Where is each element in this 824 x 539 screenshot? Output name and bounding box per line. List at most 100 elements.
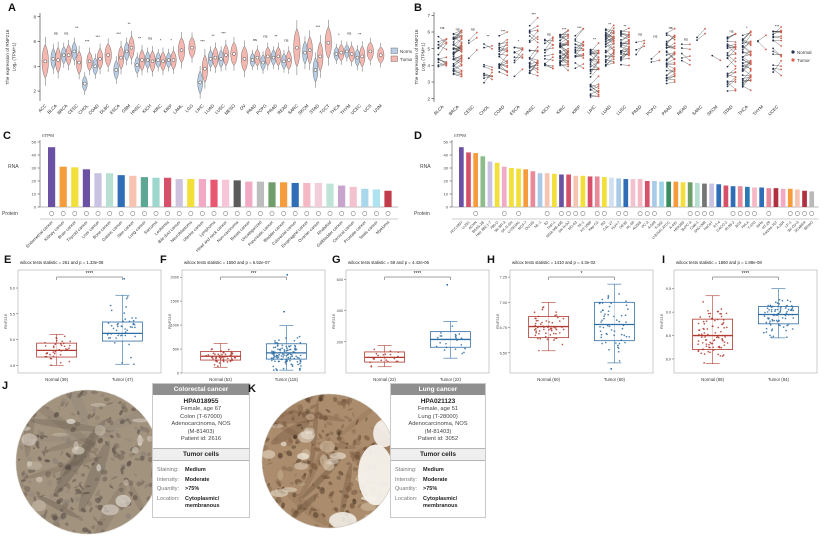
svg-text:ACC: ACC bbox=[37, 103, 47, 113]
svg-text:ns: ns bbox=[440, 26, 444, 30]
svg-text:50: 50 bbox=[444, 140, 449, 145]
svg-text:UCS: UCS bbox=[362, 103, 372, 113]
svg-text:0: 0 bbox=[446, 205, 449, 210]
svg-text:GBM: GBM bbox=[121, 103, 132, 114]
svg-text:STAD: STAD bbox=[722, 104, 734, 116]
svg-text:PRAD: PRAD bbox=[661, 104, 673, 116]
svg-text:***: *** bbox=[200, 39, 205, 43]
svg-text:5.0: 5.0 bbox=[10, 338, 15, 342]
svg-text:CESC: CESC bbox=[67, 103, 79, 115]
svg-text:PAAD: PAAD bbox=[245, 103, 257, 115]
svg-text:9.0: 9.0 bbox=[666, 311, 671, 315]
svg-text:***: *** bbox=[775, 24, 780, 28]
svg-text:HNSC: HNSC bbox=[129, 103, 141, 115]
panel-label-j: J bbox=[2, 380, 9, 392]
staining-fields: Staining: Medium Intensity: Moderate Quant… bbox=[153, 461, 249, 517]
svg-text:LIHC: LIHC bbox=[194, 103, 205, 114]
box-plot-panel-h: wilcox tests statistic = 1410 and p = 4.… bbox=[495, 260, 654, 382]
svg-text:4.5: 4.5 bbox=[10, 364, 15, 368]
svg-text:**: ** bbox=[593, 38, 596, 42]
svg-text:THP-1: THP-1 bbox=[546, 220, 556, 230]
svg-text:Caki-1: Caki-1 bbox=[689, 220, 699, 230]
diagnosis-info: Adenocarcinoma, NOS bbox=[408, 421, 468, 428]
svg-text:Tumor (47): Tumor (47) bbox=[112, 377, 134, 382]
svg-text:MESO: MESO bbox=[223, 103, 236, 116]
svg-text:ns: ns bbox=[263, 35, 267, 39]
svg-text:STAD: STAD bbox=[308, 103, 320, 115]
svg-text:8.5: 8.5 bbox=[666, 334, 671, 338]
violin-plot-panel-a: 2 4 6 8 The expression of RNF216 Log₂ (TPM+1)… bbox=[5, 13, 412, 116]
svg-text:KIRC: KIRC bbox=[555, 104, 566, 115]
svg-text:6.75: 6.75 bbox=[500, 326, 507, 330]
svg-text:***: *** bbox=[316, 25, 321, 29]
svg-text:*: * bbox=[746, 26, 748, 30]
svg-text:Normal (88): Normal (88) bbox=[701, 377, 724, 382]
svg-text:7.00: 7.00 bbox=[500, 301, 507, 305]
svg-text:THCA: THCA bbox=[737, 104, 749, 116]
box-plot-panel-i: wilcox tests statistic = 1860 and p = 1.… bbox=[659, 260, 818, 382]
svg-text:*: * bbox=[160, 38, 162, 42]
svg-text:SARC: SARC bbox=[691, 104, 703, 116]
svg-text:ns: ns bbox=[471, 28, 475, 32]
patient-id: Patient id: 3052 bbox=[417, 436, 459, 443]
svg-text:PAAD: PAAD bbox=[631, 104, 643, 116]
svg-text:KIRP: KIRP bbox=[571, 104, 582, 115]
svg-text:ns: ns bbox=[729, 29, 733, 33]
svg-text:THYM: THYM bbox=[339, 103, 352, 116]
svg-text:30: 30 bbox=[444, 166, 449, 171]
svg-text:LUAD: LUAD bbox=[600, 104, 612, 116]
svg-text:**: ** bbox=[358, 33, 361, 37]
svg-text:ESCA: ESCA bbox=[509, 104, 521, 116]
svg-text:THYM: THYM bbox=[752, 104, 765, 117]
svg-text:ns: ns bbox=[347, 32, 351, 36]
svg-text:**: ** bbox=[274, 35, 277, 39]
field-value: Medium bbox=[185, 466, 206, 473]
svg-text:***: *** bbox=[577, 26, 582, 30]
svg-text:nTPM: nTPM bbox=[454, 133, 466, 138]
svg-text:****: **** bbox=[86, 271, 94, 277]
svg-text:20: 20 bbox=[444, 179, 449, 184]
svg-text:10: 10 bbox=[32, 192, 37, 197]
svg-text:COAD: COAD bbox=[87, 103, 100, 116]
field-value: Moderate bbox=[185, 476, 210, 483]
svg-text:wilcox tests statistic = 261 a: wilcox tests statistic = 261 and p = 1.3… bbox=[20, 260, 104, 265]
patient-id: Patient id: 2616 bbox=[180, 436, 222, 443]
svg-text:***: *** bbox=[95, 35, 100, 39]
svg-text:BLCA: BLCA bbox=[46, 103, 58, 115]
panel-label-e: E bbox=[4, 254, 12, 266]
field-value: Cytoplasmic/ membranous bbox=[423, 496, 458, 510]
svg-text:LIHC: LIHC bbox=[586, 104, 597, 115]
svg-text:A-431: A-431 bbox=[668, 220, 678, 230]
svg-text:OV: OV bbox=[239, 103, 247, 111]
svg-text:ns: ns bbox=[284, 38, 288, 42]
field-label: Quantity: bbox=[395, 486, 418, 493]
svg-text:Normal: Normal bbox=[400, 49, 412, 54]
tissue-info: Colon (T-67000) bbox=[180, 413, 222, 420]
svg-text:10: 10 bbox=[444, 192, 449, 197]
svg-text:ns: ns bbox=[253, 38, 257, 42]
morphology-code: (M-81403) bbox=[187, 428, 215, 435]
svg-text:ns: ns bbox=[456, 28, 460, 32]
svg-text:RNA: RNA bbox=[420, 164, 431, 170]
panel-label-a: A bbox=[8, 2, 16, 14]
svg-text:HeLa: HeLa bbox=[741, 220, 750, 229]
panel-label-d: D bbox=[414, 130, 422, 142]
svg-text:PC-3: PC-3 bbox=[641, 220, 650, 229]
svg-text:BRCA: BRCA bbox=[448, 104, 460, 116]
field-label: Staining: bbox=[395, 466, 417, 473]
svg-text:2: 2 bbox=[33, 89, 36, 94]
svg-text:Normal (22): Normal (22) bbox=[373, 377, 396, 382]
svg-text:30: 30 bbox=[32, 166, 37, 171]
svg-text:RNF216: RNF216 bbox=[331, 313, 336, 329]
svg-text:**: ** bbox=[487, 34, 490, 38]
svg-text:8: 8 bbox=[33, 14, 36, 19]
svg-text:PCPG: PCPG bbox=[255, 103, 268, 116]
staining-fields: Staining: Medium Intensity: Moderate Quant… bbox=[391, 461, 485, 517]
svg-text:DLBC: DLBC bbox=[99, 103, 111, 115]
field-value: Moderate bbox=[423, 476, 448, 483]
svg-text:RT-4: RT-4 bbox=[713, 220, 721, 228]
svg-text:ML-1: ML-1 bbox=[534, 220, 543, 229]
svg-text:ns: ns bbox=[148, 36, 152, 40]
svg-text:ns: ns bbox=[64, 31, 68, 35]
panel-label-g: G bbox=[332, 254, 341, 266]
